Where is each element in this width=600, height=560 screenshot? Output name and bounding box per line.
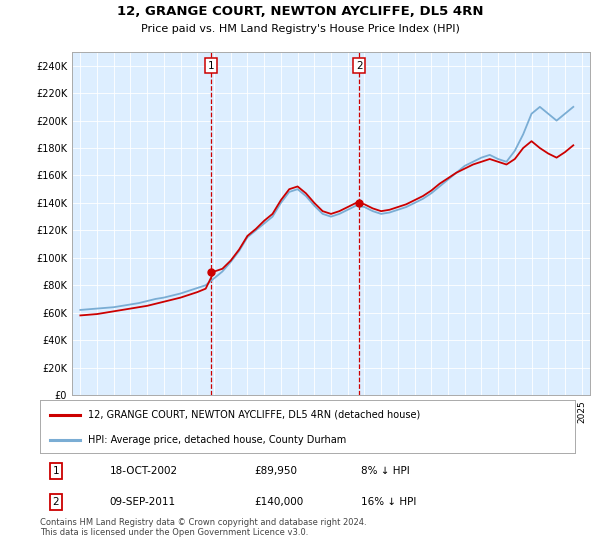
Text: 1: 1 [208,60,214,71]
Text: £140,000: £140,000 [254,497,303,507]
Text: 09-SEP-2011: 09-SEP-2011 [110,497,176,507]
Text: 12, GRANGE COURT, NEWTON AYCLIFFE, DL5 4RN (detached house): 12, GRANGE COURT, NEWTON AYCLIFFE, DL5 4… [88,410,421,420]
Text: Price paid vs. HM Land Registry's House Price Index (HPI): Price paid vs. HM Land Registry's House … [140,24,460,34]
Text: 1: 1 [53,466,59,476]
Text: 2: 2 [356,60,363,71]
Text: 2: 2 [53,497,59,507]
Text: 8% ↓ HPI: 8% ↓ HPI [361,466,410,476]
Text: 16% ↓ HPI: 16% ↓ HPI [361,497,416,507]
Text: £89,950: £89,950 [254,466,297,476]
Text: HPI: Average price, detached house, County Durham: HPI: Average price, detached house, Coun… [88,435,346,445]
Text: Contains HM Land Registry data © Crown copyright and database right 2024.
This d: Contains HM Land Registry data © Crown c… [40,518,367,538]
Text: 18-OCT-2002: 18-OCT-2002 [110,466,178,476]
Text: 12, GRANGE COURT, NEWTON AYCLIFFE, DL5 4RN: 12, GRANGE COURT, NEWTON AYCLIFFE, DL5 4… [117,5,483,18]
